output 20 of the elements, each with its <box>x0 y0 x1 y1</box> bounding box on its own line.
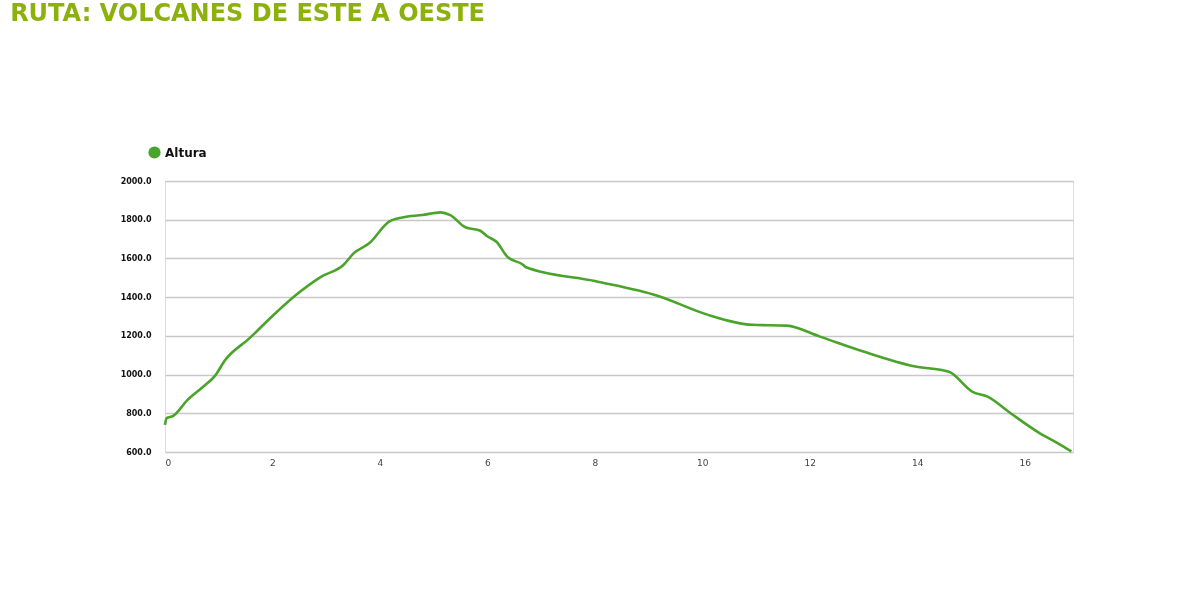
y-tick-label: 800.0 <box>126 408 152 418</box>
y-tick-label: 1600.0 <box>120 253 152 263</box>
x-tick-label: 16 <box>1019 457 1032 468</box>
chart-title: RUTA: VOLCANES DE ESTE A OESTE <box>10 0 485 27</box>
y-tick-label: 600.0 <box>126 447 152 457</box>
x-tick-label: 4 <box>377 457 384 468</box>
x-tick-label: 12 <box>804 457 816 468</box>
x-tick-label: 0 <box>165 457 172 468</box>
y-tick-label: 1800.0 <box>120 215 152 225</box>
y-tick-label: 1000.0 <box>120 370 152 380</box>
line-series <box>163 211 1073 453</box>
y-tick-label: 2000.0 <box>120 176 152 186</box>
x-tick-label: 10 <box>697 457 709 468</box>
x-tick-label: 6 <box>485 457 491 468</box>
y-tick-label: 1200.0 <box>120 331 152 341</box>
y-tick-label: 1400.0 <box>120 292 152 302</box>
x-tick-label: 14 <box>911 457 924 468</box>
x-tick-label: 2 <box>270 457 276 468</box>
legend-label: Altura <box>165 145 207 160</box>
x-tick-label: 8 <box>592 457 599 468</box>
